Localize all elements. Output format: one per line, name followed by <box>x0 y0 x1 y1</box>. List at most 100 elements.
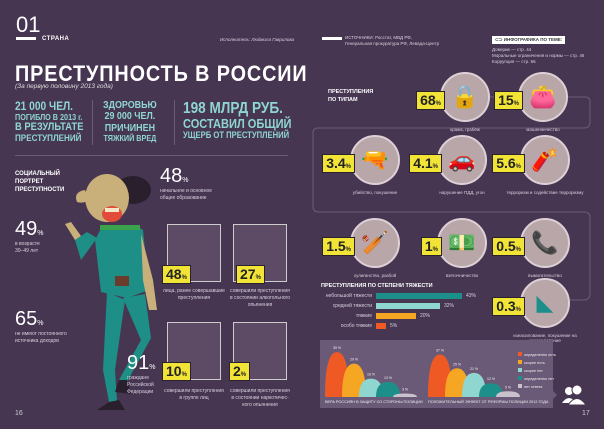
legend-label: определенно нет <box>524 377 555 381</box>
stat-line: 198 МЛРД РУБ. <box>183 100 283 117</box>
legend-item: определенно есть <box>518 352 556 357</box>
legend-item: скорее есть <box>518 360 545 365</box>
bump-mark <box>496 391 520 397</box>
page-title: ПРЕСТУПНОСТЬ В РОССИИ <box>15 61 308 86</box>
stat-harm: ЗДОРОВЬЮ 29 000 ЧЕЛ. ПРИЧИНЕН ТЯЖКИЙ ВРЕ… <box>103 99 157 143</box>
crime-type-circle: 📞 <box>520 218 570 268</box>
badge-unit: % <box>345 247 351 253</box>
crime-type-badge: 4.1% <box>409 154 442 174</box>
legend-label: скорее есть <box>524 361 545 365</box>
fact-unit: % <box>182 177 189 184</box>
legend-label: скорее нет <box>524 369 543 373</box>
stat-deaths: 21 000 ЧЕЛ. ПОГИБЛО В 2013 г. В РЕЗУЛЬТА… <box>15 100 83 144</box>
related-title: ⊂⊃ ИНФОГРАФИКА ПО ТЕМЕ: <box>492 36 566 44</box>
bar-label: небольшой тяжести <box>325 293 372 299</box>
fact-income: 65% не имеют постоянного источника доходо… <box>15 308 67 345</box>
section-bar <box>16 37 36 40</box>
badge-value: 3.4 <box>326 155 346 171</box>
crime-type-label: взяточничество <box>445 273 479 278</box>
people-icon <box>562 385 587 405</box>
picture-caption: совершили преступления в состоянии алкого… <box>229 288 291 308</box>
bar-label: средней тяжести <box>332 303 372 309</box>
badge-repeat: 48% <box>162 265 191 285</box>
types-title-line: ПО ТИПАМ <box>328 96 358 103</box>
related-title-text: ИНФОГРАФИКА ПО ТЕМЕ: <box>503 37 563 42</box>
fact-unit: % <box>37 230 44 237</box>
caption-line: лица, ранее совершавшие <box>163 288 225 294</box>
bump-label: 29 % <box>350 358 358 362</box>
badge-value: 5.6 <box>496 155 516 171</box>
bump-label: 39 % <box>333 346 341 350</box>
sources-bar <box>322 37 342 40</box>
fact-text-line: источника доходов <box>15 337 59 344</box>
club-icon: 🏏 <box>361 230 389 255</box>
stat-line: ПОГИБЛО В 2013 г. <box>15 111 83 122</box>
fact-value: 65 <box>15 308 38 330</box>
divider <box>92 100 93 145</box>
related-links: Доверие — стр. 44 Моральные ограничения … <box>492 47 584 65</box>
fact-education: 48% начальное и основное общее образовани… <box>160 165 212 202</box>
caption-line: преступления <box>177 294 211 301</box>
portrait-title-line: СОЦИАЛЬНЫЙ <box>15 171 60 177</box>
stat-line: ЗДОРОВЬЮ <box>103 99 157 111</box>
severity-bar <box>376 313 416 319</box>
badge-unit: % <box>181 275 187 281</box>
crime-type-badge: 5.6% <box>492 154 525 174</box>
stat-line: ТЯЖКИЙ ВРЕД <box>103 132 157 143</box>
badge-unit: % <box>515 164 521 170</box>
crime-type-circle: 🔒 <box>440 72 490 122</box>
badge-unit: % <box>255 275 261 281</box>
crime-type-badge: 0.5% <box>492 237 525 257</box>
caption-line: совершили преступления <box>164 388 224 394</box>
caption-line: кого опьянения <box>242 401 278 408</box>
portrait-title-line: ПОРТРЕТ <box>15 179 44 186</box>
fact-unit: % <box>37 320 44 327</box>
portrait-title-line: ПРЕСТУПНОСТИ <box>15 187 65 194</box>
author: Исполнитель: Людмила Гаврилова <box>220 37 295 42</box>
legend-item: определенно нет <box>518 376 554 381</box>
fact-text-line: граждане <box>127 375 149 381</box>
purse-icon: 👛 <box>529 84 557 109</box>
separator <box>15 155 288 156</box>
panel-pointer <box>553 391 557 399</box>
badge-group: 10% <box>162 362 191 382</box>
badge-unit: % <box>515 307 521 313</box>
types-title-line: ПРЕСТУПЛЕНИЯ <box>328 89 374 95</box>
badge-value: 0.3 <box>496 298 516 314</box>
picture-caption: лица, ранее совершавшие преступления <box>163 288 225 302</box>
car-icon: 🚗 <box>448 147 476 172</box>
bump-mark <box>393 393 417 397</box>
fact-value: 48 <box>160 165 183 187</box>
subtitle: (За первую половину 2013 года) <box>15 83 113 90</box>
masked-caller-icon: 📞 <box>531 230 559 255</box>
crime-type-circle: 🏏 <box>350 218 400 268</box>
bump-label: 25 % <box>453 362 461 366</box>
sources-line: Генеральная прокуратура РФ, Левада-Центр <box>345 41 440 47</box>
related-link[interactable]: Доверие — стр. 44 <box>492 47 532 52</box>
legend-swatch <box>518 360 522 364</box>
crime-type-label: вымогательство <box>528 273 562 278</box>
badge-unit: % <box>432 164 438 170</box>
related-link[interactable]: Моральные ограничения и нормы — стр. 46 <box>492 53 585 59</box>
badge-unit: % <box>345 164 351 170</box>
crime-type-label: убийство, покушение <box>352 190 398 195</box>
stat-line: СОСТАВИЛ ОБЩИЙ <box>183 116 292 132</box>
crime-type-label: хулиганство, разбой <box>353 273 397 278</box>
badge-value: 4.1 <box>413 155 433 171</box>
fact-text: не имеют постоянного источника доходов <box>15 331 67 345</box>
bump-mark <box>376 382 400 397</box>
fact-text: начальное и основное общее образование <box>160 188 212 202</box>
portrait-title: СОЦИАЛЬНЫЙ ПОРТРЕТ ПРЕСТУПНОСТИ <box>15 170 64 194</box>
fact-age: 49% в возрасте 30–49 лет <box>15 218 43 255</box>
sources: ИСТОЧНИКИ: Росстат, МВД РФ, Генеральная п… <box>345 35 439 47</box>
fact-unit: % <box>149 364 156 371</box>
fact-text-line: начальное и основное <box>160 188 213 194</box>
severity-bar <box>376 323 386 329</box>
stat-line: 21 000 ЧЕЛ. <box>15 99 73 113</box>
badge-value: 1.5 <box>326 238 346 254</box>
fact-text-line: Федерации <box>127 388 154 395</box>
related-link[interactable]: Коррупция — стр. 66 <box>492 59 536 65</box>
crime-type-circle: 🔫 <box>350 135 400 185</box>
stat-line: В РЕЗУЛЬТАТЕ <box>15 121 84 134</box>
legend-swatch <box>518 384 522 388</box>
